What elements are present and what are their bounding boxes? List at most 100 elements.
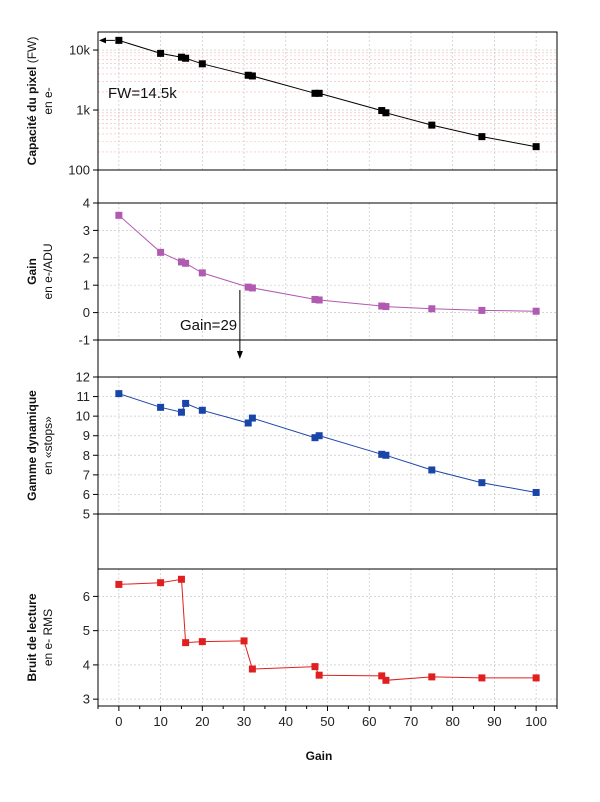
y-tick-label: 7 — [83, 467, 90, 482]
data-point — [311, 434, 319, 442]
y-axis-label: Gamme dynamique — [25, 390, 39, 501]
data-point — [532, 488, 540, 496]
data-point — [311, 295, 319, 303]
y-axis-label-paren: (FW) — [25, 37, 39, 67]
data-point — [315, 671, 323, 679]
data-point — [428, 305, 436, 313]
data-point — [478, 306, 486, 314]
data-point — [157, 49, 165, 57]
data-point — [198, 638, 206, 646]
data-point — [248, 665, 256, 673]
data-point — [182, 399, 190, 407]
data-point — [157, 579, 165, 587]
x-axis-label: Gain — [306, 749, 333, 763]
data-point — [382, 451, 390, 459]
data-point — [177, 408, 185, 416]
data-point — [177, 258, 185, 266]
x-tick-label: 100 — [525, 714, 547, 729]
data-point — [428, 466, 436, 474]
x-tick-label: 90 — [487, 714, 501, 729]
data-point — [177, 575, 185, 583]
x-axis: 0 10 20 30 40 50 60 70 80 90 100 — [97, 706, 558, 729]
x-tick-label: 10 — [153, 714, 167, 729]
fw-annotation: FW=14.5k — [108, 85, 177, 102]
data-point — [240, 637, 248, 645]
y-tick-label: 5 — [83, 507, 90, 522]
panel-2: -1 0 1 2 3 4 Gain en e-/ADU Gain=29 — [25, 196, 558, 348]
data-point — [478, 674, 486, 682]
x-tick-label: 60 — [362, 714, 376, 729]
panel-frame — [97, 202, 558, 341]
panels: 10 0 1k 10k Capacité du pixel (FW)en e- FW=14… — [25, 31, 558, 707]
data-point — [115, 580, 123, 588]
data-point — [315, 296, 323, 304]
y-tick-label: 9 — [83, 428, 90, 443]
data-point — [115, 36, 123, 44]
data-point — [157, 403, 165, 411]
y-axis-label: Capacité du pixel (FW) — [25, 37, 39, 166]
data-point — [378, 450, 386, 458]
y-axis-unit: en e- — [41, 87, 55, 114]
x-tick-label: 20 — [195, 714, 209, 729]
y-tick-label: 1k — [76, 103, 90, 118]
y-tick-label: 4 — [83, 657, 90, 672]
data-point — [182, 54, 190, 62]
y-axis-unit: en e-/ADU — [41, 243, 55, 299]
data-point — [315, 89, 323, 97]
y-tick-label: 10k — [69, 43, 90, 58]
gain-arrow-head — [236, 351, 243, 359]
panel-1: 100 1k 10k Capacité du pixel (FW)en e- FW=14… — [25, 31, 558, 178]
x-tick-label: 0 — [115, 714, 122, 729]
x-tick-label: 80 — [445, 714, 459, 729]
y-tick-label: 4 — [83, 196, 90, 211]
series-line — [118, 578, 537, 681]
data-point — [315, 432, 323, 440]
y-tick-label: 2 — [83, 250, 90, 265]
y-tick-label: 8 — [83, 448, 90, 463]
data-point — [115, 211, 123, 219]
y-tick-label: 10 — [76, 409, 90, 424]
data-point — [382, 109, 390, 117]
y-tick-label: 11 — [77, 389, 91, 404]
data-point — [244, 419, 252, 427]
y-axis-unit: en «stops» — [41, 416, 55, 475]
data-point — [248, 414, 256, 422]
data-point — [248, 284, 256, 292]
y-tick-label: -1 — [78, 333, 90, 348]
y-axis-label: Gain — [25, 258, 39, 285]
data-point — [378, 672, 386, 680]
fw-arrow-head — [99, 37, 106, 44]
y-tick-label: 5 — [83, 623, 90, 638]
data-point — [378, 107, 386, 115]
data-point — [248, 72, 256, 80]
data-point — [198, 60, 206, 68]
y-tick-label: 3 — [83, 692, 90, 707]
y-tick-label: 1 — [83, 278, 90, 293]
data-point — [532, 307, 540, 315]
data-point — [157, 248, 165, 256]
y-tick-label: 0 — [83, 305, 90, 320]
y-axis-label: Bruit de lecture — [25, 593, 39, 681]
x-tick-label: 70 — [404, 714, 418, 729]
data-point — [382, 676, 390, 684]
data-point — [198, 406, 206, 414]
data-point — [177, 53, 185, 61]
data-point — [198, 269, 206, 277]
panel-frame — [97, 376, 558, 515]
panel-frame — [97, 31, 558, 171]
data-point — [311, 89, 319, 97]
data-point — [182, 259, 190, 267]
data-point — [382, 303, 390, 311]
gain-annotation: Gain=29 — [180, 317, 237, 334]
x-tick-label: 40 — [279, 714, 293, 729]
data-point — [244, 283, 252, 291]
data-point — [182, 639, 190, 647]
data-point — [532, 674, 540, 682]
data-point — [115, 390, 123, 398]
data-point — [244, 71, 252, 79]
data-point — [311, 663, 319, 671]
x-tick-label: 50 — [320, 714, 334, 729]
panel-3: 5 6 7 8 9 10 11 12 Gamme dynamique en «stops» — [25, 370, 558, 522]
